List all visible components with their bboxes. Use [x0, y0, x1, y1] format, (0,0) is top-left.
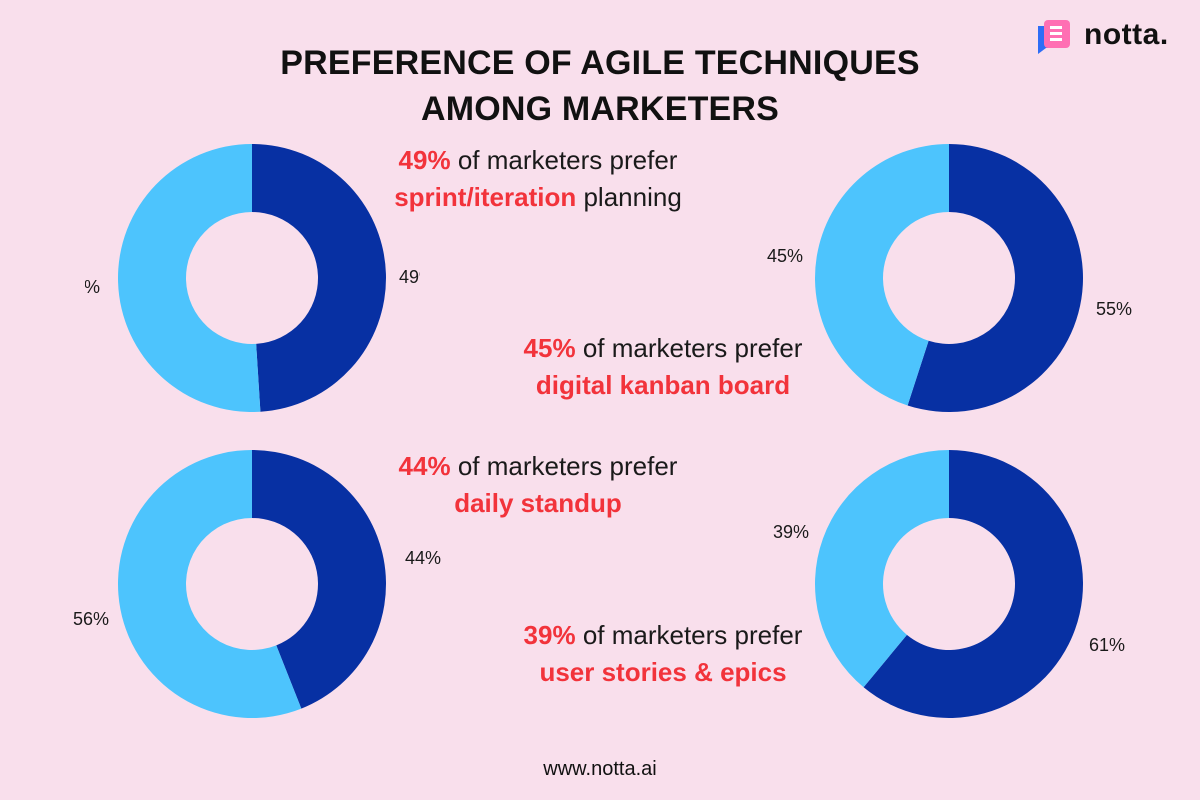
- notta-logo-icon: [1038, 20, 1070, 54]
- donut-data-label: 44%: [405, 548, 441, 568]
- brand-logo: notta.: [1034, 16, 1184, 56]
- stat-kanban-board: 45% of marketers prefer digital kanban b…: [483, 330, 843, 404]
- stat-daily-standup: 44% of marketers prefer daily standup: [358, 448, 718, 522]
- donut-data-label: 51%: [85, 277, 100, 297]
- stat-text: of marketers prefer: [457, 451, 678, 481]
- stat-text-suffix: planning: [583, 182, 682, 212]
- donut-data-label: 39%: [773, 522, 809, 542]
- donut-data-label: 56%: [73, 609, 109, 629]
- stat-text: of marketers prefer: [457, 145, 678, 175]
- donut-data-label: 61%: [1089, 635, 1125, 655]
- title-line-2: AMONG MARKETERS: [420, 90, 780, 128]
- stat-sprint-planning: 49% of marketers prefer sprint/iteration…: [358, 142, 718, 216]
- donut-data-label: 49%: [399, 267, 420, 287]
- stat-percent: 44%: [398, 451, 451, 481]
- donut-light-slice: [118, 144, 261, 412]
- page-title: PREFERENCE OF AGILE TECHNIQUES AMONG MAR…: [0, 40, 1200, 132]
- donut-chart-kanban-board: 55% 45%: [767, 144, 1132, 413]
- stat-percent: 45%: [523, 333, 576, 363]
- stat-technique: user stories & epics: [539, 657, 787, 687]
- stat-technique: digital kanban board: [535, 370, 791, 400]
- donut-dark-slice: [252, 144, 387, 412]
- stat-percent: 39%: [523, 620, 576, 650]
- donut-dark-slice: [907, 144, 1084, 413]
- donut-light-slice: [815, 450, 949, 688]
- donut-light-slice: [815, 144, 949, 406]
- donut-chart-sprint-planning: 49% 51%: [85, 144, 420, 412]
- donut-data-label: 45%: [767, 246, 803, 266]
- footer-url: www.notta.ai: [543, 758, 657, 780]
- donut-dark-slice: [252, 450, 387, 709]
- donut-chart-user-stories: 61% 39%: [773, 450, 1125, 718]
- stat-text: of marketers prefer: [582, 620, 803, 650]
- donut-dark-slice: [863, 450, 1083, 718]
- donut-data-label: 55%: [1096, 299, 1132, 319]
- stat-user-stories: 39% of marketers prefer user stories & e…: [483, 617, 843, 691]
- stat-text: of marketers prefer: [582, 333, 803, 363]
- brand-name: notta.: [1084, 18, 1169, 51]
- stat-percent: 49%: [398, 145, 451, 175]
- donut-chart-daily-standup: 44% 56%: [73, 450, 441, 718]
- stat-technique: sprint/iteration: [394, 182, 577, 212]
- donut-light-slice: [118, 450, 302, 718]
- stat-technique: daily standup: [454, 488, 622, 518]
- title-line-1: PREFERENCE OF AGILE TECHNIQUES: [280, 44, 920, 82]
